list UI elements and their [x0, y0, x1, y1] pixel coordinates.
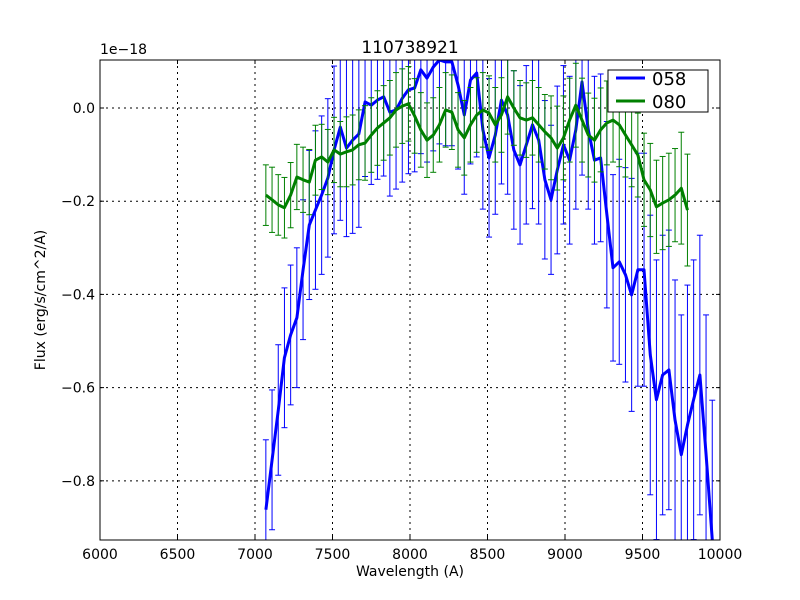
- x-tick-label: 6000: [82, 547, 118, 563]
- x-tick-label: 9000: [547, 547, 583, 563]
- y-tick-label: −0.6: [61, 381, 95, 397]
- plot-area: [262, 60, 716, 540]
- x-tick-label: 7000: [237, 547, 273, 563]
- ticks: 6000 6500 7000 7500 8000 8500 9000 9500 10000 −0.…: [61, 60, 742, 563]
- series-line-080: [264, 95, 689, 211]
- legend-frame: [607, 69, 709, 113]
- y-tick-label: −0.4: [61, 287, 95, 303]
- x-axis-label: Wavelength (A): [356, 564, 464, 580]
- y-tick-label: −0.2: [61, 194, 95, 210]
- legend-label-080: 080: [652, 92, 686, 113]
- x-tick-label: 9500: [625, 547, 661, 563]
- legend-label-058: 058: [652, 69, 686, 90]
- x-tick-label: 7500: [315, 547, 351, 563]
- legend: 058 080: [607, 69, 709, 113]
- x-tick-label: 6500: [160, 547, 196, 563]
- series-080: [262, 60, 691, 267]
- y-tick-label: 0.0: [73, 101, 95, 117]
- y-tick-label: −0.8: [61, 474, 95, 490]
- x-tick-label: 8500: [470, 547, 506, 563]
- x-tick-label: 10000: [698, 547, 743, 563]
- y-offset-text: 1e−18: [100, 42, 147, 58]
- chart-title: 110738921: [361, 38, 458, 58]
- y-axis-label: Flux (erg/s/cm^2/A): [33, 230, 49, 370]
- x-tick-label: 8000: [392, 547, 428, 563]
